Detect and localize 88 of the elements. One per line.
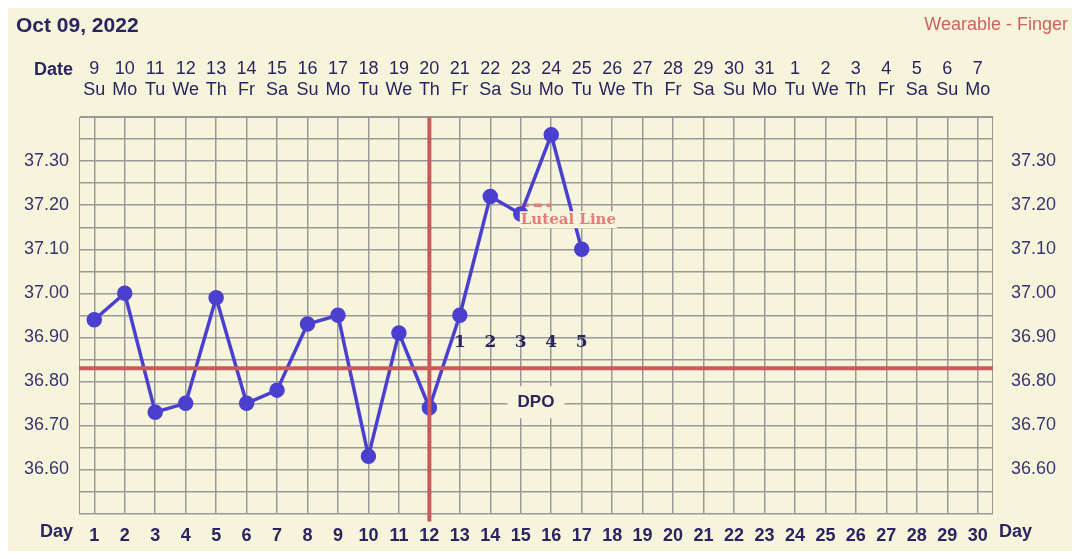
x2-tick-label: 20	[663, 525, 684, 546]
x2-tick-label: 3	[150, 525, 161, 546]
x-tick-label: 11 Tu	[145, 57, 166, 100]
x2-tick-label: 29	[937, 525, 958, 546]
x2-tick-label: 8	[302, 525, 313, 546]
x-tick-label: 7 Mo	[965, 57, 991, 100]
x-tick-label: 12 We	[172, 57, 200, 100]
series-label: Luteal Line	[520, 209, 617, 228]
x2-tick-label: 28	[906, 525, 927, 546]
annotation: 1	[453, 330, 466, 351]
x-tick-label: 1 Tu	[784, 57, 806, 100]
x-tick-label: 5 Sa	[905, 57, 929, 100]
x2-tick-label: 21	[693, 525, 714, 546]
x-tick-label: 20 Th	[418, 57, 440, 100]
y-tick-label: 37.20	[24, 194, 70, 215]
x-tick-label: 29 Sa	[692, 57, 716, 100]
x2-tick-label: 16	[541, 525, 562, 546]
x-tick-label: 23 Su	[509, 57, 532, 100]
x2-axis-title: Day	[998, 521, 1032, 542]
x2-tick-label: 7	[272, 525, 283, 546]
x2-tick-label: 2	[119, 525, 130, 546]
x-tick-label: 24 Mo	[538, 57, 564, 100]
x-tick-label: 3 Th	[845, 57, 867, 100]
x2-tick-label: 24	[784, 525, 805, 546]
x-tick-label: 4 Fr	[877, 57, 895, 100]
x-tick-label: 17 Mo	[325, 57, 351, 100]
x2-tick-label: 18	[602, 525, 623, 546]
x-tick-label: 22 Sa	[479, 57, 503, 100]
x2-tick-label: 14	[480, 525, 501, 546]
x-tick-label: 25 Tu	[571, 57, 592, 100]
x2-tick-label: 30	[967, 525, 988, 546]
x2-tick-label: 23	[754, 525, 775, 546]
y-tick-label: 37.10	[24, 238, 70, 259]
y2-tick-label: 36.80	[1010, 370, 1056, 391]
x-axis-title: Date	[34, 58, 74, 79]
y2-tick-label: 37.10	[1010, 238, 1056, 259]
text: Day	[40, 521, 74, 542]
x2-tick-label: 25	[815, 525, 836, 546]
x-tick-label: 30 Su	[723, 57, 746, 100]
x2-tick-label: 12	[419, 525, 440, 546]
y-tick-label: 36.70	[24, 414, 70, 435]
x-tick-label: 21 Fr	[449, 57, 470, 100]
x-tick-label: 31 Mo	[751, 57, 777, 100]
x2-tick-label: 9	[332, 525, 343, 546]
y2-tick-label: 37.30	[1010, 150, 1056, 171]
x2-tick-label: 15	[510, 525, 531, 546]
x-tick-label: 2 We	[812, 57, 839, 100]
x-tick-label: 9 Su	[83, 57, 106, 100]
x-tick-label: 16 Su	[296, 57, 319, 100]
x2-tick-label: 17	[571, 525, 592, 546]
x-tick-label: 6 Su	[936, 57, 959, 100]
x-tick-label: 18 Tu	[358, 57, 379, 100]
x2-tick-label: 1	[89, 525, 100, 546]
x2-tick-label: 10	[358, 525, 379, 546]
x2-tick-label: 19	[632, 525, 653, 546]
y2-tick-label: 36.60	[1010, 458, 1056, 479]
x2-tick-label: 11	[389, 525, 409, 546]
text: Wearable - Finger	[924, 13, 1068, 34]
chart-title: Oct 09, 2022	[16, 13, 139, 37]
y2-tick-label: 36.70	[1010, 414, 1056, 435]
x-tick-label: 15 Sa	[266, 57, 290, 100]
x2-tick-label: 5	[211, 525, 222, 546]
annotation: 5	[575, 330, 588, 351]
y-tick-label: 36.90	[24, 326, 70, 347]
y-tick-label: 37.30	[24, 150, 70, 171]
x2-tick-label: 13	[449, 525, 470, 546]
x-tick-label: 14 Fr	[236, 57, 257, 100]
x-tick-label: 10 Mo	[112, 57, 138, 100]
y-tick-label: 36.80	[24, 370, 70, 391]
annotation: 4	[545, 330, 558, 351]
y-tick-label: 37.00	[24, 282, 70, 303]
x2-tick-label: 22	[724, 525, 745, 546]
x2-tick-label: 27	[876, 525, 897, 546]
x-tick-label: 27 Th	[632, 57, 654, 100]
annotation: 2	[484, 330, 497, 351]
x-tick-label: 13 Th	[205, 57, 227, 100]
x2-tick-label: 6	[241, 525, 252, 546]
x-tick-label: 26 We	[598, 57, 626, 100]
y-tick-label: 36.60	[24, 458, 70, 479]
annotation: DPO	[517, 391, 555, 411]
x2-tick-label: 4	[180, 525, 191, 546]
y2-tick-label: 37.20	[1010, 194, 1056, 215]
y2-tick-label: 37.00	[1010, 282, 1056, 303]
x-tick-label: 28 Fr	[663, 57, 684, 100]
y2-tick-label: 36.90	[1010, 326, 1056, 347]
x2-tick-label: 26	[845, 525, 866, 546]
x-tick-label: 19 We	[385, 57, 413, 100]
annotation: 3	[514, 330, 527, 351]
